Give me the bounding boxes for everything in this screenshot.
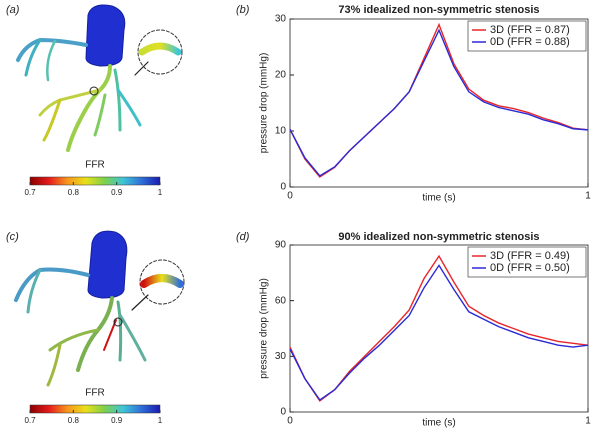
x-tick-label: 1: [585, 416, 591, 427]
colorbar: [29, 176, 161, 186]
colorbar: [29, 404, 161, 414]
legend-label: 3D (FFR = 0.87): [490, 24, 570, 36]
colorbar-tick-label: 0.8: [68, 188, 80, 197]
y-tick-label: 30: [275, 14, 287, 25]
chart-title: 90% idealized non-symmetric stenosis: [338, 231, 539, 243]
x-tick-label: 1: [585, 191, 591, 202]
colorbar-tick-label: 0.7: [24, 188, 36, 197]
data-line: [289, 254, 589, 402]
legend-label: 3D (FFR = 0.49): [490, 250, 570, 262]
vessel-render: [14, 230, 185, 387]
colorbar-label: FFR: [85, 388, 104, 399]
legend-label: 0D (FFR = 0.88): [490, 36, 570, 48]
panel-label: (a): [6, 4, 20, 16]
x-axis-label: time (s): [422, 418, 455, 429]
colorbar-tick-label: 0.9: [111, 416, 123, 425]
colorbar-label: FFR: [85, 160, 104, 171]
x-axis-label: time (s): [422, 193, 455, 204]
panel-label: (b): [236, 4, 250, 16]
y-tick-label: 0: [280, 182, 286, 193]
colorbar-tick-label: 0.7: [24, 416, 36, 425]
legend-label: 0D (FFR = 0.50): [490, 262, 570, 274]
y-tick-label: 10: [275, 126, 287, 137]
y-tick-label: 60: [275, 295, 287, 306]
data-line: [289, 264, 589, 401]
colorbar-tick-label: 1: [158, 188, 163, 197]
y-tick-label: 90: [275, 240, 287, 251]
chart-title: 73% idealized non-symmetric stenosis: [338, 4, 539, 16]
panel-label: (c): [6, 231, 19, 243]
plot-frame: [289, 244, 589, 413]
data-line: [289, 28, 589, 177]
y-axis-label: pressure drop (mmHg): [259, 278, 270, 379]
x-tick-label: 0: [287, 191, 293, 202]
legend-box: [467, 246, 587, 278]
x-tick-label: 0: [287, 416, 293, 427]
panel-label: (d): [236, 231, 250, 243]
plot-frame: [289, 18, 589, 188]
legend-box: [467, 20, 587, 52]
colorbar-tick-label: 0.9: [111, 188, 123, 197]
y-tick-label: 30: [275, 351, 287, 362]
y-tick-label: 20: [275, 70, 287, 81]
colorbar-tick-label: 1: [158, 416, 163, 425]
colorbar-tick-label: 0.8: [68, 416, 80, 425]
vessel-render: [16, 4, 183, 152]
y-tick-label: 0: [280, 407, 286, 418]
y-axis-label: pressure drop (mmHg): [259, 53, 270, 154]
